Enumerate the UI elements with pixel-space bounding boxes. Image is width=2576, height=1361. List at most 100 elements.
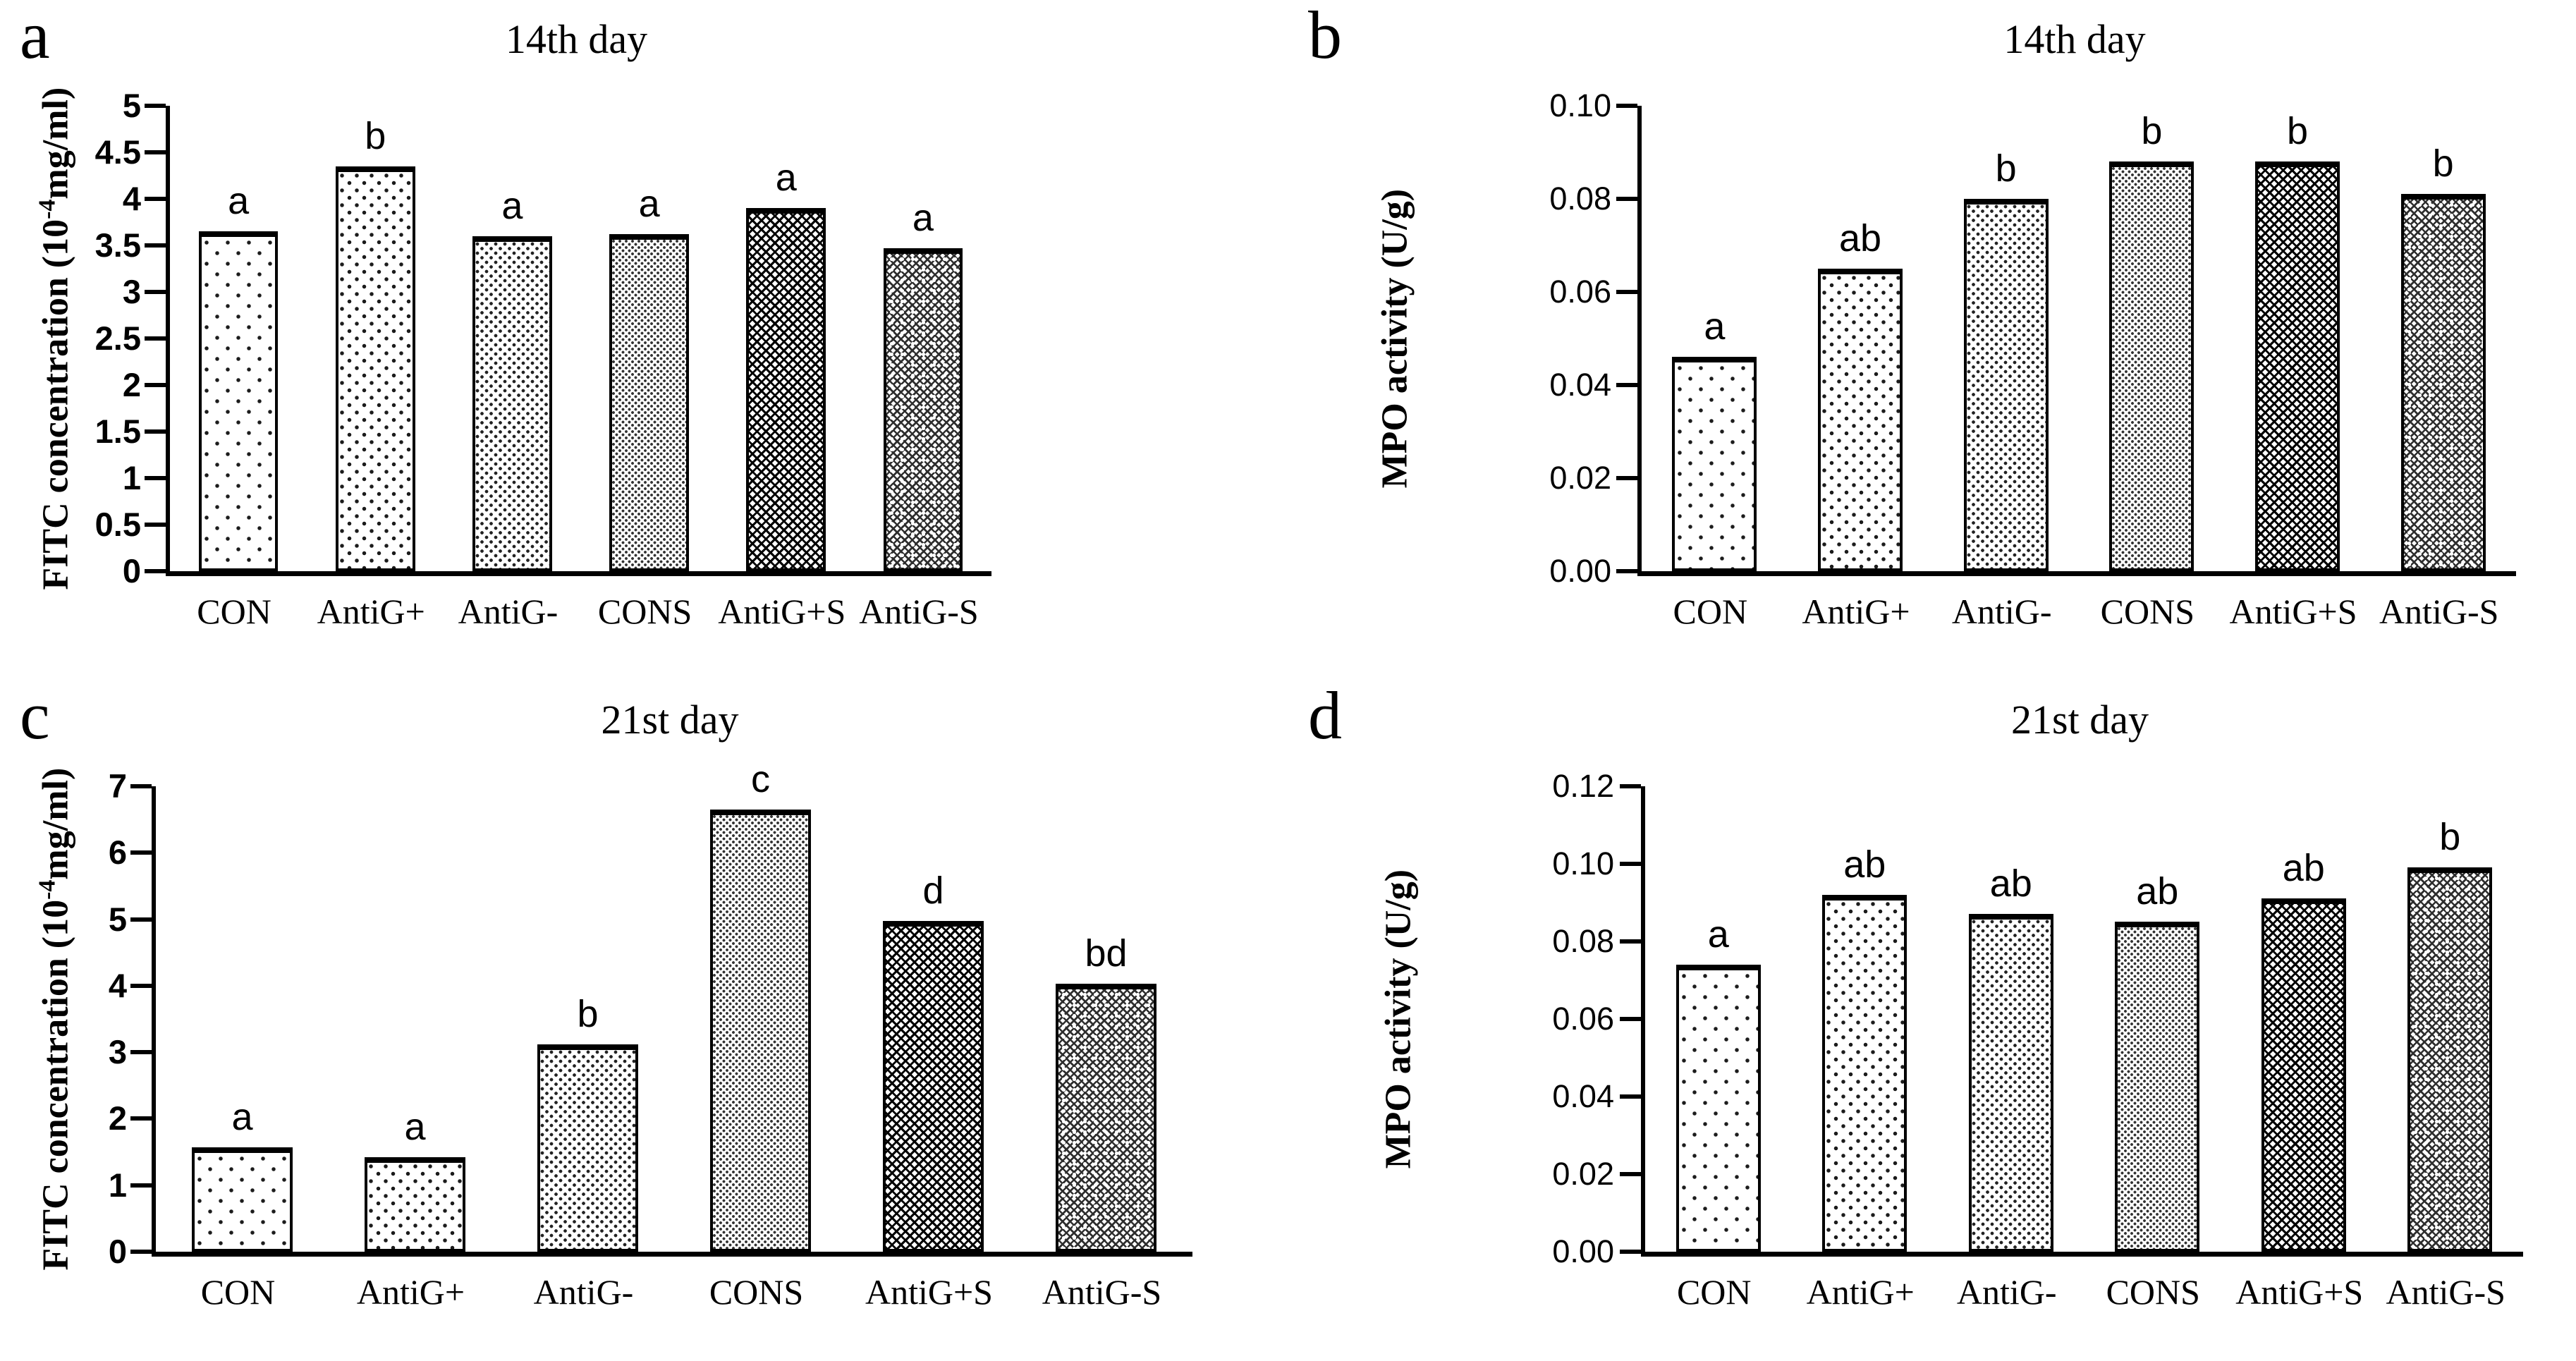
x-category-label-CON: CON (197, 592, 271, 631)
bar-slot-AntiG+: ab (1792, 786, 1939, 1252)
bar-AntiG- (537, 1044, 638, 1252)
plot-area: a ab b b b b (1616, 104, 2516, 576)
y-tick-label: 0.06 (1549, 274, 1611, 310)
significance-label: ab (2136, 870, 2179, 913)
y-tick-label: 0.08 (1552, 923, 1614, 959)
bar-slot-AntiG-S: b (2377, 786, 2524, 1252)
bar-slot-CON: a (170, 106, 307, 571)
bar-slot-AntiG+S: a (718, 106, 855, 571)
y-tick-label: 0.02 (1549, 460, 1611, 496)
bars-row: a b a a a a (170, 106, 991, 571)
x-category-label-AntiG+S: AntiG+S (718, 592, 846, 631)
significance-label: b (2432, 142, 2454, 185)
bar-slot-CON: a (1645, 786, 1792, 1252)
y-tick-label: 0.10 (1552, 846, 1614, 881)
y-tick-mark (145, 383, 166, 387)
x-category-label-CONS: CONS (2106, 1272, 2200, 1312)
y-tick-mark (130, 1183, 152, 1188)
y-tick-mark (1620, 1250, 1641, 1254)
bar-AntiG- (1968, 914, 2053, 1252)
y-tick-label: 1.5 (94, 413, 141, 450)
bar-slot-CONS: c (674, 760, 847, 1252)
bar-CON (1675, 965, 1761, 1252)
significance-label: a (638, 183, 660, 225)
significance-label: a (228, 180, 250, 222)
bar-AntiG- (1963, 199, 2049, 571)
panel-a: a 14th day FITC concentration (10-4mg/ml) a… (0, 0, 1288, 680)
y-tick-label: 3 (108, 1033, 127, 1071)
y-tick-mark (1616, 476, 1637, 480)
y-tick-label: 0 (108, 1233, 127, 1270)
bar-slot-AntiG-S: bd (1020, 786, 1192, 1252)
x-category-label-AntiG+S: AntiG+S (2229, 592, 2357, 631)
x-category-labels: CON AntiG+ AntiG- CONS AntiG+S AntiG-S (1637, 591, 2512, 632)
x-category-label-CONS: CONS (597, 592, 692, 631)
x-category-label-AntiG+: AntiG+ (317, 592, 425, 631)
bar-slot-CONS: a (581, 106, 718, 571)
bar-slot-AntiG-S: b (2370, 106, 2516, 571)
bar-AntiG+S (2261, 898, 2346, 1252)
bar-AntiG-S (883, 248, 963, 571)
bar-slot-CONS: b (2079, 106, 2225, 571)
bar-CON (1672, 357, 1757, 571)
bar-slot-AntiG+S: ab (2230, 786, 2377, 1252)
significance-label: b (577, 993, 599, 1035)
bar-AntiG+S (2255, 161, 2340, 571)
y-tick-mark (1616, 383, 1637, 387)
x-category-labels: CON AntiG+ AntiG- CONS AntiG+S AntiG-S (152, 1271, 1188, 1312)
significance-label: ab (1838, 217, 1882, 260)
x-category-label-AntiG-S: AntiG-S (2379, 592, 2499, 631)
plot-area: a a b c d bd (130, 760, 1192, 1257)
x-category-label-AntiG+: AntiG+ (356, 1272, 465, 1312)
x-category-label-AntiG+: AntiG+ (1806, 1272, 1915, 1312)
significance-label: a (775, 157, 797, 199)
y-tick-label: 0 (122, 552, 141, 590)
bar-CONS (609, 234, 689, 571)
bar-AntiG-S (2400, 194, 2486, 571)
panel-letter: c (20, 678, 50, 753)
significance-label: a (1707, 913, 1729, 956)
x-category-label-AntiG+S: AntiG+S (865, 1272, 993, 1312)
y-tick-mark (145, 243, 166, 248)
y-tick-mark (1616, 104, 1637, 108)
y-tick-label: 2.5 (94, 319, 141, 357)
y-tick-label: 0.00 (1552, 1233, 1614, 1269)
significance-label: ab (1843, 843, 1886, 886)
bar-slot-AntiG+: ab (1788, 106, 1934, 571)
bar-AntiG+S (883, 921, 984, 1252)
y-tick-mark (1620, 862, 1641, 866)
y-tick-mark (145, 569, 166, 573)
bar-CON (198, 231, 279, 571)
significance-label: b (2439, 816, 2461, 858)
significance-label: ab (2282, 847, 2325, 889)
y-tick-mark (130, 983, 152, 988)
y-tick-mark (145, 523, 166, 527)
x-category-label-CONS: CONS (709, 1272, 804, 1312)
y-tick-label: 0.04 (1549, 367, 1611, 403)
y-tick-label: 0.02 (1552, 1156, 1614, 1192)
y-axis-title-pre: MPO activity (U/g) (1374, 188, 1415, 489)
y-tick-mark (145, 150, 166, 154)
y-tick-label: 0.08 (1549, 181, 1611, 216)
y-tick-label: 1 (122, 459, 141, 496)
y-axis-title-superscript: -4 (33, 879, 60, 900)
x-category-label-AntiG-S: AntiG-S (1042, 1272, 1162, 1312)
bar-slot-AntiG+: b (307, 106, 444, 571)
significance-label: a (231, 1096, 253, 1138)
x-category-label-AntiG-: AntiG- (533, 1272, 634, 1312)
x-category-label-CON: CON (200, 1272, 276, 1312)
x-category-labels: CON AntiG+ AntiG- CONS AntiG+S AntiG-S (166, 591, 987, 632)
y-tick-mark (1620, 939, 1641, 944)
significance-label: a (1704, 305, 1726, 348)
panel-letter: b (1308, 0, 1342, 73)
bar-CON (192, 1147, 293, 1252)
y-tick-mark (130, 850, 152, 855)
x-category-label-AntiG-: AntiG- (1951, 592, 2052, 631)
x-category-label-CON: CON (1673, 592, 1748, 631)
x-category-label-AntiG-: AntiG- (458, 592, 558, 631)
significance-label: b (2141, 110, 2163, 152)
bar-AntiG+S (746, 208, 826, 571)
significance-label: c (751, 758, 770, 800)
y-tick-mark (1620, 1094, 1641, 1099)
